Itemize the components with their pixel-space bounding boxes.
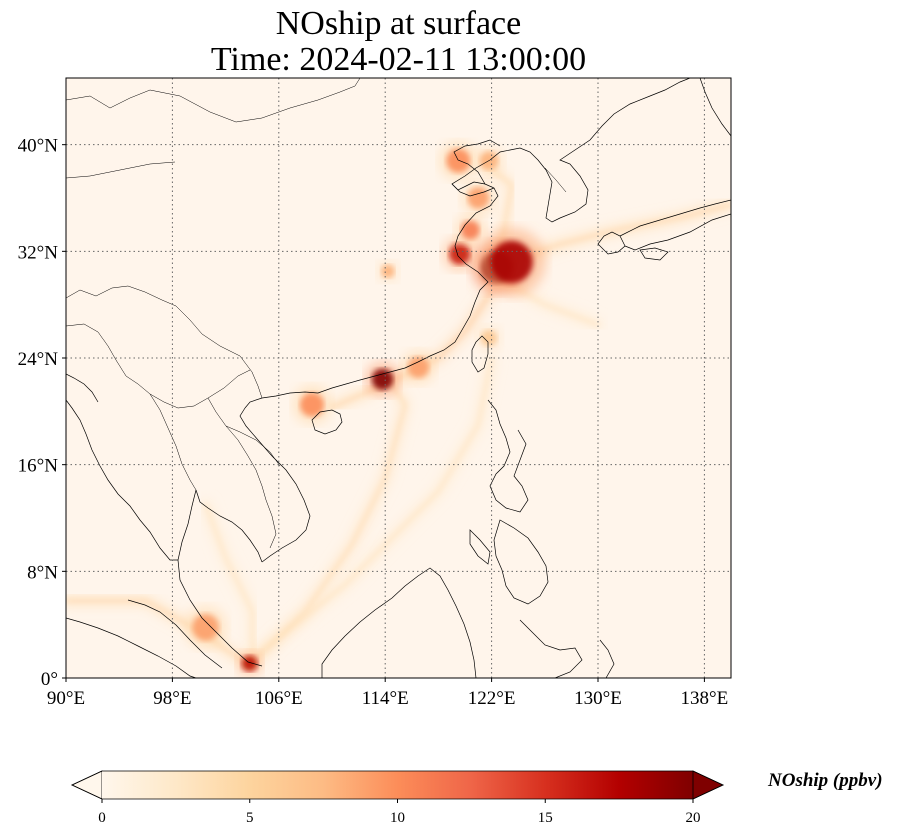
- map-title: NOship at surface: [275, 5, 522, 42]
- lon-tick-label: 122°E: [468, 688, 516, 709]
- lat-tick-label: 8°N: [27, 562, 58, 583]
- country-borders-layer: [66, 78, 567, 549]
- lon-tick-label: 90°E: [47, 688, 85, 709]
- lat-tick-label: 0°: [41, 669, 58, 690]
- shipping-lanes-layer: [66, 159, 731, 669]
- lon-tick-label: 138°E: [681, 688, 729, 709]
- hotspot-nanjing-river: [449, 243, 471, 265]
- emission-hotspots-layer: [184, 141, 546, 677]
- hotspot-beibu-gulf: [300, 392, 325, 417]
- lon-tick-label: 106°E: [255, 688, 303, 709]
- hotspot-wuhan: [381, 264, 395, 278]
- hotspot-malacca-strait: [192, 614, 219, 641]
- lon-tick-label: 130°E: [574, 688, 622, 709]
- colorbar-tick-label: 5: [246, 810, 254, 826]
- lat-tick-label: 16°N: [18, 456, 59, 477]
- lat-tick-label: 24°N: [18, 349, 59, 370]
- latitude-axis: 0° 8°N 16°N 24°N 32°N 40°N: [18, 136, 66, 690]
- colorbar: 0 5 10 15 20: [71, 770, 724, 826]
- hotspot-singapore-strait: [241, 655, 258, 672]
- hotspot-guangdong-coast: [407, 356, 430, 378]
- lon-tick-label: 98°E: [153, 688, 191, 709]
- hotspot-taiwan-north: [480, 330, 497, 346]
- longitude-axis: 90°E 98°E 106°E 114°E 122°E 130°E 138°E: [47, 678, 728, 709]
- colorbar-tick-label: 0: [98, 810, 106, 826]
- hotspot-east-china-sea-plume: [490, 240, 533, 284]
- colorbar-min-extend: [71, 770, 103, 800]
- colorbar-label: NOship (ppbv): [768, 770, 883, 791]
- coastline-layer: [66, 78, 731, 678]
- colorbar-gradient: [102, 771, 693, 799]
- colorbar-tick-label: 15: [538, 810, 553, 826]
- map-gridlines: [66, 78, 731, 678]
- shipping-lane-core-gulf-thailand: [204, 503, 254, 660]
- lat-tick-label: 32°N: [18, 242, 59, 263]
- colorbar-tick-label: 10: [390, 810, 405, 826]
- colorbar-ticks: 0 5 10 15 20: [98, 799, 701, 826]
- colorbar-max-extend: [692, 770, 724, 800]
- hotspot-lianyungang: [461, 220, 480, 240]
- colorbar-tick-label: 20: [686, 810, 701, 826]
- hotspot-qingdao: [467, 187, 489, 209]
- lon-tick-label: 114°E: [362, 688, 409, 709]
- map-frame: [65, 77, 732, 679]
- shipping-lane-core-south-china-sea-east: [250, 356, 494, 660]
- lat-tick-label: 40°N: [18, 136, 59, 157]
- hotspot-pearl-river-delta: [371, 368, 394, 390]
- hotspot-bohai: [446, 148, 471, 173]
- map-subtitle-time: Time: 2024-02-11 13:00:00: [210, 41, 587, 78]
